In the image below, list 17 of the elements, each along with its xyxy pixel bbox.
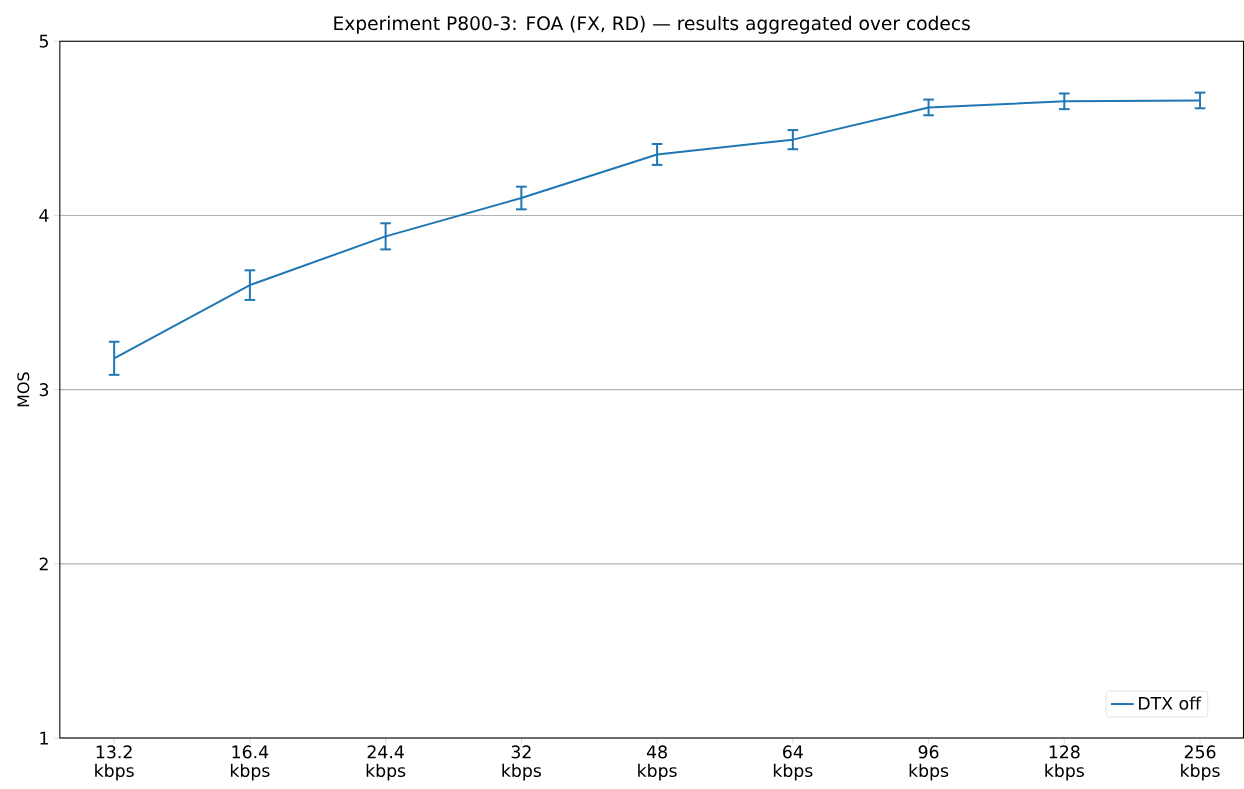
y-tick-label: 5 bbox=[39, 34, 48, 48]
y-tick-label: 3 bbox=[39, 383, 49, 397]
y-axis-title: MOS bbox=[17, 372, 30, 407]
x-tick-label: 128 kbps bbox=[1045, 745, 1084, 781]
x-tick-label: 48 kbps bbox=[638, 745, 677, 781]
y-tick-label: 2 bbox=[39, 557, 48, 571]
x-tick-label: 13.2 kbps bbox=[95, 745, 134, 781]
x-tick-label: 24.4 kbps bbox=[366, 745, 406, 781]
x-tick-label: 64 kbps bbox=[773, 745, 813, 781]
x-tick-label: 32 kbps bbox=[502, 745, 541, 781]
legend-label: DTX off bbox=[1139, 696, 1202, 711]
y-tick-label: 1 bbox=[40, 731, 48, 745]
x-tick-label: 256 kbps bbox=[1181, 745, 1220, 781]
x-tick-label: 96 kbps bbox=[909, 745, 949, 781]
x-tick-label: 16.4 kbps bbox=[230, 745, 270, 781]
y-tick-label: 4 bbox=[39, 209, 49, 222]
chart-title: Experiment P800-3: FOA (FX, RD) — results aggregated over codecs bbox=[334, 16, 970, 35]
